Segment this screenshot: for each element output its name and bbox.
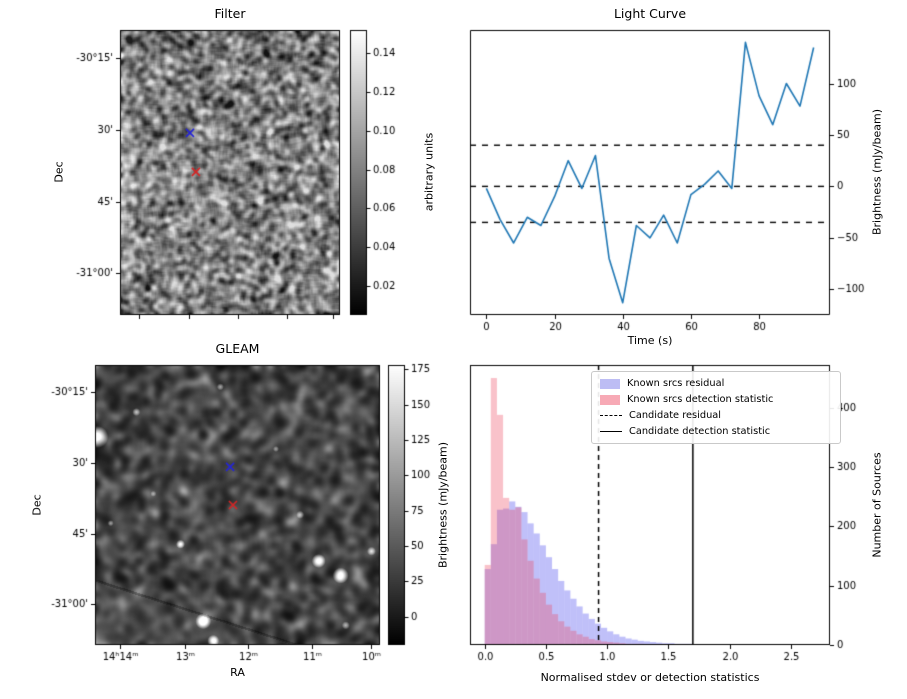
legend-dashed-line-icon [600,415,622,416]
gleam-colorbar-label: Brightness (mJy/beam) [436,441,450,569]
legend-item-known-detection: Known srcs detection statistic [600,393,832,406]
light-curve-ylabel: Brightness (mJy/beam) [870,108,884,236]
gleam-xlabel: RA [230,666,245,679]
histogram-legend: Known srcs residual Known srcs detection… [591,371,841,444]
legend-swatch-residual [600,378,620,389]
legend-item-candidate-residual: Candidate residual [600,409,832,422]
histogram-ylabel: Number of Sources [870,452,884,558]
filter-heatmap-canvas [70,25,415,330]
gleam-ylabel: Dec [30,494,44,516]
legend-label-known-residual: Known srcs residual [627,378,725,389]
legend-swatch-detection [600,394,620,405]
legend-label-known-detection: Known srcs detection statistic [627,394,774,405]
light-curve-canvas [455,25,907,355]
light-curve-xlabel: Time (s) [627,334,673,347]
light-curve-title: Light Curve [613,6,687,21]
filter-ylabel: Dec [52,161,66,183]
legend-label-candidate-detection: Candidate detection statistic [629,426,771,437]
legend-label-candidate-residual: Candidate residual [629,410,722,421]
histogram-xlabel: Normalised stdev or detection statistics [540,671,760,684]
gleam-title: GLEAM [215,341,260,356]
filter-colorbar-label: arbitrary units [422,132,436,212]
gleam-heatmap-canvas [40,360,460,695]
legend-item-candidate-detection: Candidate detection statistic [600,425,832,438]
legend-item-known-residual: Known srcs residual [600,377,832,390]
legend-solid-line-icon [600,431,622,432]
filter-title: Filter [214,6,246,21]
